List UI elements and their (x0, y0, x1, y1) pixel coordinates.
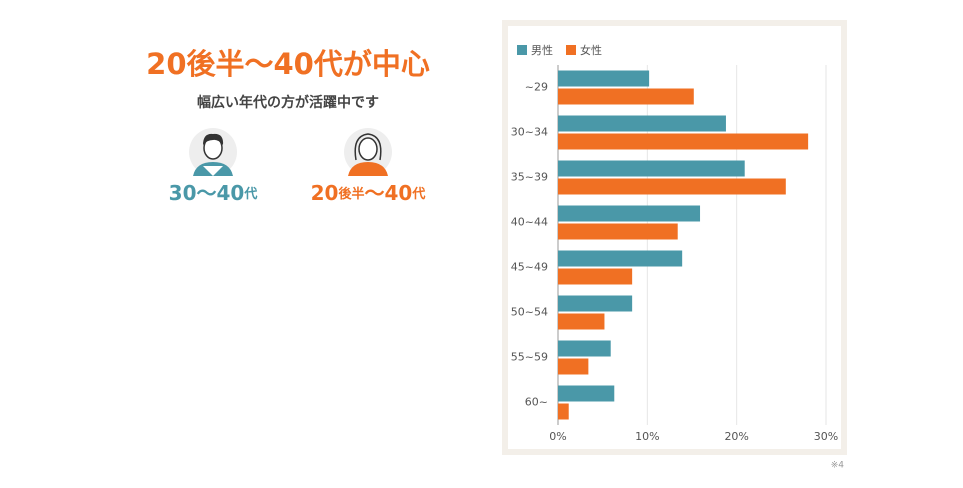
y-tick-label: 50~54 (511, 306, 548, 319)
bar (558, 385, 615, 402)
bar (558, 70, 650, 87)
bar (558, 205, 701, 222)
y-tick-label: 55~59 (511, 351, 548, 364)
bar (558, 250, 683, 267)
y-tick-label: ~29 (525, 81, 548, 94)
bar (558, 178, 786, 195)
bar (558, 313, 605, 330)
subtitle: 幅広い年代の方が活躍中です (197, 94, 379, 111)
legend-label: 男性 (531, 43, 553, 57)
legend-swatch (517, 45, 527, 55)
male-age-label: 30〜40代 (169, 181, 258, 205)
legend-label: 女性 (580, 43, 602, 57)
x-tick-label: 10% (635, 430, 659, 443)
bar (558, 403, 569, 420)
label-part: 〜40 (365, 181, 413, 205)
y-tick-label: 40~44 (511, 216, 548, 229)
headline: 20後半〜40代が中心 (146, 47, 430, 81)
legend-swatch (566, 45, 576, 55)
bar (558, 358, 589, 375)
y-tick-label: 45~49 (511, 261, 548, 274)
bar (558, 268, 633, 285)
footnote: ※4 (831, 461, 845, 471)
label-part: 30〜40 (169, 181, 245, 205)
bar (558, 340, 611, 357)
y-tick-label: 35~39 (511, 171, 548, 184)
label-part: 代 (411, 186, 425, 202)
bar (558, 133, 809, 150)
label-part: 20 (311, 181, 339, 205)
label-part: 代 (243, 186, 257, 202)
y-tick-label: 30~34 (511, 126, 548, 139)
x-tick-label: 0% (549, 430, 566, 443)
male-icon (189, 128, 237, 176)
bar (558, 88, 694, 105)
bar (558, 115, 726, 132)
female-age-label: 20後半〜40代 (311, 181, 426, 205)
bar (558, 160, 745, 177)
bar (558, 295, 633, 312)
bar (558, 223, 678, 240)
x-tick-label: 30% (814, 430, 838, 443)
y-tick-label: 60~ (525, 396, 548, 409)
label-part: 後半 (338, 186, 364, 202)
female-icon (344, 128, 392, 176)
x-tick-label: 20% (724, 430, 748, 443)
